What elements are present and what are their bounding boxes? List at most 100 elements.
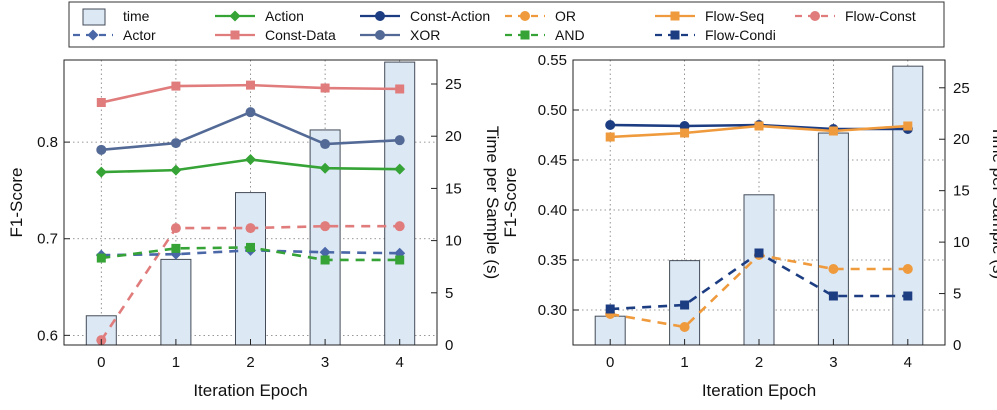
data-point-xor xyxy=(394,135,405,146)
legend-label-flow-condi: Flow-Condi xyxy=(705,27,776,43)
x-tick-label: 1 xyxy=(680,354,688,371)
data-point-const-action xyxy=(605,120,616,130)
y2-tick-label: 0 xyxy=(445,337,453,354)
y-tick-label: 0.6 xyxy=(37,327,58,344)
legend-item-const-action: Const-Action xyxy=(360,8,490,24)
y-tick-label: 0.7 xyxy=(37,231,58,248)
data-point-flow-const xyxy=(170,223,181,234)
x-axis-label: Iteration Epoch xyxy=(702,381,816,400)
data-point-flow-seq xyxy=(680,128,690,138)
data-point-action xyxy=(394,163,406,175)
y-tick-label: 0.40 xyxy=(538,202,567,219)
legend-label-or: OR xyxy=(555,8,576,24)
series-action xyxy=(95,154,406,178)
data-point-action xyxy=(319,162,331,174)
y2-tick-label: 0 xyxy=(953,337,961,354)
y2-tick-label: 5 xyxy=(953,286,961,303)
y2-tick-label: 20 xyxy=(953,131,970,148)
data-point-const-data xyxy=(171,81,181,91)
data-point-flow-condi xyxy=(605,304,615,314)
legend-label-action: Action xyxy=(265,8,304,24)
series-const-data xyxy=(96,80,405,108)
legend-item-time: time xyxy=(82,8,150,26)
legend-marker-actor xyxy=(87,29,99,41)
series-flow-seq xyxy=(605,121,913,142)
time-bar xyxy=(892,65,924,346)
data-point-xor xyxy=(170,138,181,149)
x-tick-label: 0 xyxy=(97,354,105,371)
data-point-xor xyxy=(96,144,107,155)
y-axis-label: F1-Score xyxy=(501,168,520,238)
x-tick-label: 1 xyxy=(172,354,180,371)
y2-tick-label: 5 xyxy=(445,285,453,302)
y-tick-label: 0.35 xyxy=(538,252,567,269)
y2-tick-label: 20 xyxy=(445,128,462,145)
legend-item-xor: XOR xyxy=(360,27,440,43)
legend-marker-flow-const xyxy=(810,11,820,21)
y-tick-label: 0.50 xyxy=(538,102,567,119)
legend-label-and: AND xyxy=(555,27,585,43)
chart-left: 0.6 0.7 0.8 0 1 2 3 4 0 5 10 15 20 25 Iteration Epoch F… xyxy=(7,59,502,400)
data-point-action xyxy=(245,154,256,166)
data-point-flow-seq xyxy=(605,132,615,142)
x-tick-label: 3 xyxy=(829,354,837,371)
x-tick-label: 3 xyxy=(321,354,329,371)
legend-item-or: OR xyxy=(505,8,576,24)
legend-marker-flow-condi xyxy=(670,30,680,40)
legend-marker-or xyxy=(520,11,530,21)
legend-marker-action xyxy=(229,10,241,22)
data-point-flow-condi xyxy=(754,248,764,258)
data-point-flow-condi xyxy=(903,291,913,301)
data-point-and xyxy=(246,242,255,252)
y-tick-label: 0.30 xyxy=(538,302,567,319)
y-tick-label: 0.8 xyxy=(37,134,58,151)
data-point-or xyxy=(828,264,839,274)
legend-label-xor: XOR xyxy=(410,27,440,43)
data-point-flow-const xyxy=(320,221,331,232)
y2-tick-label: 10 xyxy=(445,233,462,250)
data-point-const-data xyxy=(96,98,106,108)
y2-tick-label: 25 xyxy=(445,76,462,93)
legend-marker-flow-seq xyxy=(670,11,680,21)
data-point-flow-const xyxy=(394,221,405,232)
y2-axis-label: Time per Sample (s) xyxy=(483,126,502,279)
series-and xyxy=(96,242,405,265)
data-point-xor xyxy=(320,139,331,150)
x-axis-label: Iteration Epoch xyxy=(193,381,307,400)
y2-tick-label: 15 xyxy=(953,183,970,200)
data-point-flow-seq xyxy=(828,126,838,136)
legend-item-actor: Actor xyxy=(73,27,156,43)
legend: time Action Const-Action OR Flow-Seq Flow-Con… xyxy=(68,1,945,48)
x-tick-label: 4 xyxy=(904,354,912,371)
data-point-const-data xyxy=(320,83,330,93)
x-tick-label: 4 xyxy=(396,354,404,371)
legend-label-time: time xyxy=(123,8,150,24)
y2-tick-label: 15 xyxy=(445,180,462,197)
data-point-flow-const xyxy=(245,223,256,234)
time-bar xyxy=(384,61,416,346)
chart-right: 0.30 0.35 0.40 0.45 0.50 0.55 0 1 2 3 4 0 5 10 15 20 25 I… xyxy=(501,52,997,400)
legend-item-flow-condi: Flow-Condi xyxy=(655,27,776,43)
y2-tick-label: 25 xyxy=(953,80,970,97)
data-point-xor xyxy=(245,107,256,118)
legend-item-const-data: Const-Data xyxy=(215,27,336,43)
legend-label-const-action: Const-Action xyxy=(410,8,490,24)
data-point-or xyxy=(902,264,913,274)
legend-marker-const-data xyxy=(230,30,240,40)
data-point-or xyxy=(679,322,690,332)
data-point-action xyxy=(170,164,182,176)
legend-label-actor: Actor xyxy=(123,27,156,43)
data-point-const-data xyxy=(246,80,255,90)
x-tick-label: 2 xyxy=(246,354,254,371)
time-bar xyxy=(235,192,266,346)
data-point-flow-seq xyxy=(903,121,913,131)
legend-marker-xor xyxy=(375,30,385,40)
x-tick-label: 0 xyxy=(606,354,614,371)
data-point-and xyxy=(320,255,330,265)
x-tick-label: 2 xyxy=(755,354,763,371)
y2-tick-label: 10 xyxy=(953,234,970,251)
legend-label-const-data: Const-Data xyxy=(265,27,336,43)
legend-marker-and xyxy=(520,30,530,40)
data-point-flow-condi xyxy=(680,300,690,310)
